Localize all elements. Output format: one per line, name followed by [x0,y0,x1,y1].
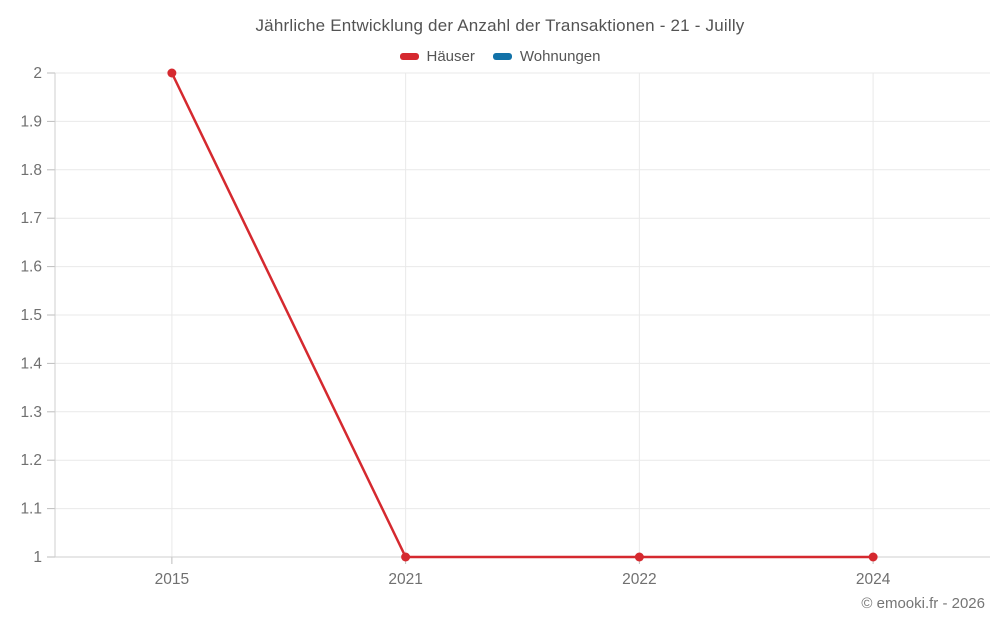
legend-label-wohnungen: Wohnungen [519,47,601,65]
chart-title: Jährliche Entwicklung der Anzahl der Tra… [255,16,745,35]
y-tick-label: 1.2 [20,452,42,469]
x-tick-label: 2021 [388,571,422,588]
y-tick-label: 1.9 [20,113,42,130]
y-tick-label: 1.5 [20,307,42,324]
legend: Häuser Wohnungen [0,46,1000,66]
legend-swatch-haeuser-icon [399,52,419,60]
y-tick-label: 1.3 [20,404,42,421]
data-point[interactable] [868,552,878,562]
x-tick-label: 2015 [155,571,189,588]
data-point[interactable] [167,68,177,78]
x-tick-label: 2022 [622,571,656,588]
y-tick-label: 1.1 [20,501,42,518]
x-tick-label: 2024 [856,571,891,588]
legend-item-haeuser[interactable]: Häuser [399,47,475,65]
y-tick-label: 1.7 [20,210,42,227]
y-tick-label: 1 [33,549,42,566]
y-tick-label: 1.4 [20,355,42,372]
legend-swatch-wohnungen-icon [492,52,512,60]
y-tick-label: 1.8 [20,162,42,179]
legend-label-haeuser: Häuser [426,47,475,65]
y-tick-label: 1.6 [20,259,42,276]
series-line-Häuser [170,72,874,559]
data-point[interactable] [634,552,644,562]
data-point[interactable] [401,552,411,562]
legend-item-wohnungen[interactable]: Wohnungen [492,47,601,65]
copyright: © emooki.fr - 2026 [861,595,985,612]
y-tick-label: 2 [33,65,42,82]
